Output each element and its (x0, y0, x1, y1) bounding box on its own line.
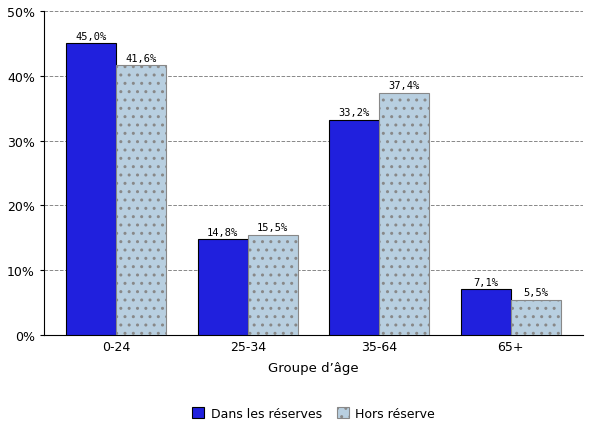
Text: 37,4%: 37,4% (389, 81, 420, 91)
Bar (379, 93, 429, 335)
Text: 7,1%: 7,1% (473, 277, 499, 287)
Bar (329, 120, 379, 335)
Bar (198, 240, 248, 335)
Bar (248, 235, 298, 335)
Text: 15,5%: 15,5% (257, 223, 289, 233)
Bar (66, 44, 116, 335)
Bar (461, 289, 511, 335)
Text: 45,0%: 45,0% (76, 32, 107, 42)
Text: 33,2%: 33,2% (339, 108, 370, 118)
Text: 41,6%: 41,6% (126, 54, 157, 64)
Bar (116, 66, 166, 335)
Text: 14,8%: 14,8% (207, 227, 238, 237)
Legend: Dans les réserves, Hors réserve: Dans les réserves, Hors réserve (188, 403, 439, 424)
Text: 5,5%: 5,5% (523, 287, 548, 297)
Bar (511, 300, 560, 335)
X-axis label: Groupe d’âge: Groupe d’âge (268, 362, 359, 375)
